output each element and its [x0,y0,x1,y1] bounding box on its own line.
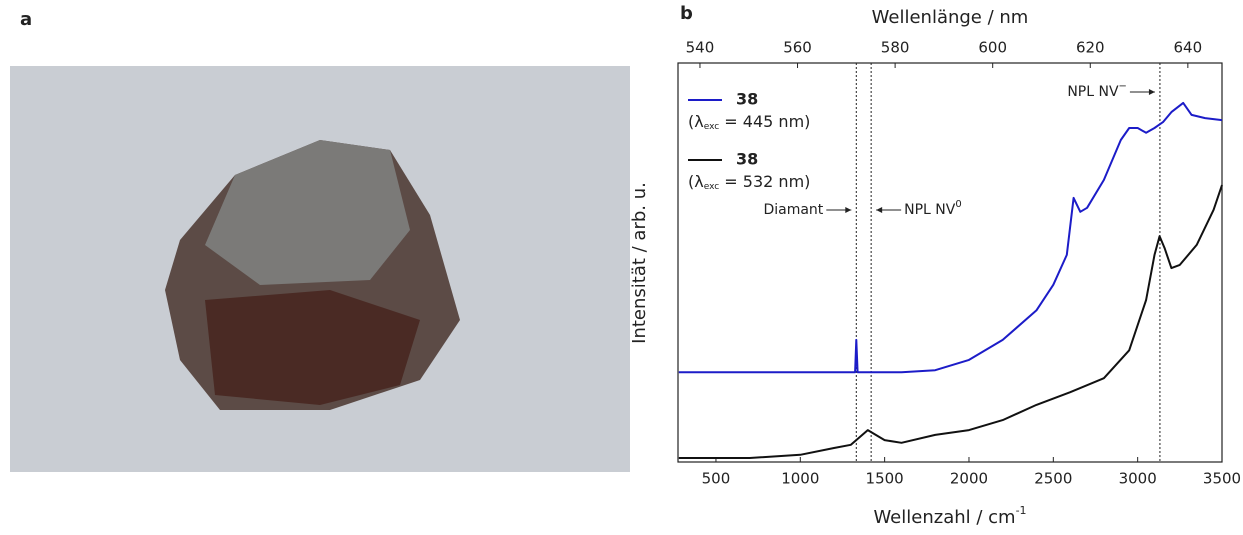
x2-tick-label: 580 [881,39,910,57]
x-tick-label: 2500 [1034,470,1072,488]
annotation-sup: − [1119,81,1127,92]
x-tick-label: 2000 [950,470,988,488]
x2-tick-label: 620 [1076,39,1105,57]
annotation: NPL NV− [1067,81,1127,100]
x-tick-label: 500 [702,470,731,488]
photo [10,66,630,472]
top-axis-title: Wellenlänge / nm [872,7,1029,28]
x-tick-label: 1000 [781,470,819,488]
legend-text: = 445 nm) [719,112,810,131]
annotation-text: Diamant [763,202,823,218]
legend-label: 38 [736,90,758,109]
panel-label: a [20,9,32,30]
legend-excitation: (λexc = 445 nm) [688,112,810,132]
x-axis-title-sup: -1 [1016,504,1027,517]
annotation-sup: 0 [955,199,961,210]
annotation: Diamant [763,202,823,218]
x2-tick-label: 540 [686,39,715,57]
legend-symbol: (λ [688,112,704,131]
annotation-text: NPL NV [1067,84,1119,100]
x-axis-title: Wellenzahl / cm-1 [873,504,1026,528]
crystal-facet [205,140,410,285]
legend-label: 38 [736,150,758,169]
crystal-facet [205,290,420,405]
legend-excitation: (λexc = 532 nm) [688,172,810,192]
annotation: NPL NV0 [904,199,962,218]
x2-tick-label: 600 [978,39,1007,57]
x2-tick-label: 640 [1174,39,1203,57]
x-axis-title-text: Wellenzahl / cm [873,507,1015,528]
plot-frame [677,62,1223,463]
panel-label: b [680,3,693,24]
legend-text: = 532 nm) [719,172,810,191]
y-axis-title: Intensität / arb. u. [629,182,650,344]
x-tick-label: 3000 [1119,470,1157,488]
arrow-head [845,207,852,213]
legend-sub: exc [704,122,720,132]
arrow-head [1148,89,1155,95]
legend-symbol: (λ [688,172,704,191]
series-line [678,184,1223,459]
x-tick-label: 3500 [1203,470,1241,488]
series-line [678,101,1223,374]
x2-tick-label: 560 [783,39,812,57]
legend-sub: exc [704,182,720,192]
arrow-head [876,207,883,213]
x-tick-label: 1500 [866,470,904,488]
annotation-text: NPL NV [904,202,956,218]
